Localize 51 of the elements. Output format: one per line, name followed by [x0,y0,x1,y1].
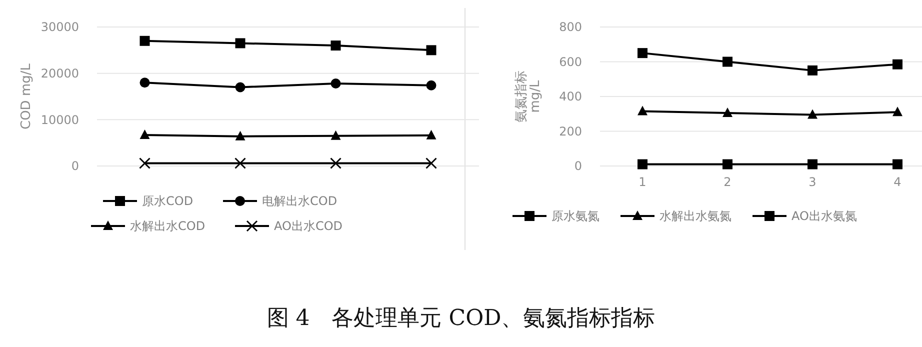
legend-label: AO出水COD [274,219,343,234]
y-axis-title: COD mg/L [19,62,34,130]
point [235,82,246,92]
point [722,108,732,118]
y-tick-label: 600 [559,54,582,69]
x-tick-label: 2 [724,175,732,189]
point [235,38,246,48]
point [808,159,818,170]
point [638,48,648,58]
point [722,56,732,67]
point [330,40,341,51]
point [330,78,341,89]
x-tick-label: 4 [894,175,902,189]
y-axis-title: 氨氮指标 mg/L [514,70,543,122]
x-tick-label: 1 [638,175,646,189]
point [234,157,246,169]
point [140,129,150,139]
y-tick-label: 800 [559,20,582,34]
caption: 图 4 各处理单元 COD、氨氮指标指标 [266,306,656,331]
point [235,130,246,140]
y-tick-label: 20000 [40,66,79,81]
x-tick-label: 3 [808,175,816,189]
point [140,78,150,88]
y-tick-label: 400 [559,90,582,104]
legend-label: 电解出水COD [262,194,338,208]
y-tick-label: 200 [559,124,582,138]
point [426,130,436,140]
point [426,80,436,90]
legend-label: AO出水氨氮 [792,209,857,224]
point [140,36,150,46]
point [638,106,648,116]
point [330,157,342,169]
point [139,157,150,169]
point [330,130,341,140]
point [808,109,818,119]
y-tick-label: 0 [574,159,582,174]
point [892,106,902,116]
point [892,159,902,170]
legend-label: 水解出水氨氮 [660,209,732,224]
y-tick-label: 0 [71,159,79,174]
y-tick-label: 10000 [40,112,79,127]
legend-label: 原水氨氮 [552,209,600,224]
legend-label: 水解出水COD [130,219,206,234]
point [638,159,648,170]
point [722,159,732,170]
y-tick-label: 30000 [40,20,79,34]
legend-label: 原水COD [142,194,194,208]
point [426,157,437,169]
point [808,65,818,76]
point [892,59,902,70]
point [426,45,436,56]
